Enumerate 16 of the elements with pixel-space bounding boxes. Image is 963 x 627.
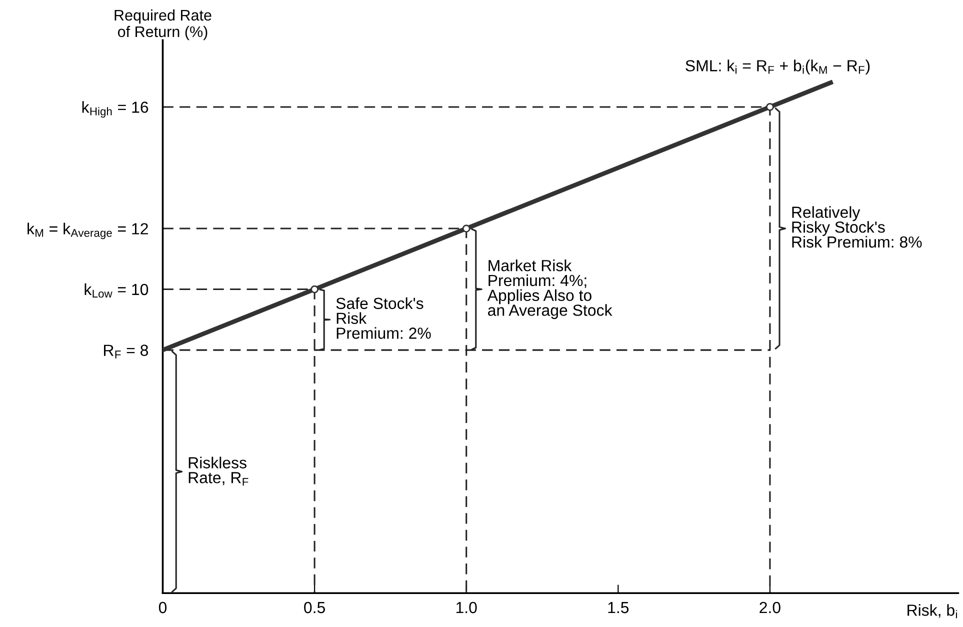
x-axis-title: Risk, b$_{i}$ [908,604,957,618]
y-tick-label: k$_{M}$ = k$_{Average}$ = 12 [28,222,148,240]
y-tick-label: R$_{F}$ = 8 [104,344,148,358]
y-axis-title: Required Rate of Return (%) [114,9,212,40]
x-tick-label: 1.5 [608,602,629,614]
x-tick-label: 0 [158,602,167,614]
text: SML: k$_{i}$ = R$_{F}$ + b$_{i}$(k$_{M}$ − R$_{F}$) [686,60,870,75]
x-tick-label: 2.0 [760,602,780,614]
y-tick-label: k$_{Low}$ = 10 [84,283,148,298]
annotation: Riskless Rate, R$_{F}$ [188,456,248,486]
annotation: Market Risk Premium: 4%; Applies Also to an Average Stock [487,260,612,320]
annotation: Safe Stock's Risk Premium: 2% [336,297,431,339]
x-tick-label: 0.5 [304,602,325,614]
x-tick-label: 1.0 [456,602,477,614]
annotation: Relatively Risky Stock's Risk Premium: 8% [792,206,922,248]
y-tick-label: k$_{High}$ = 16 [82,101,148,118]
